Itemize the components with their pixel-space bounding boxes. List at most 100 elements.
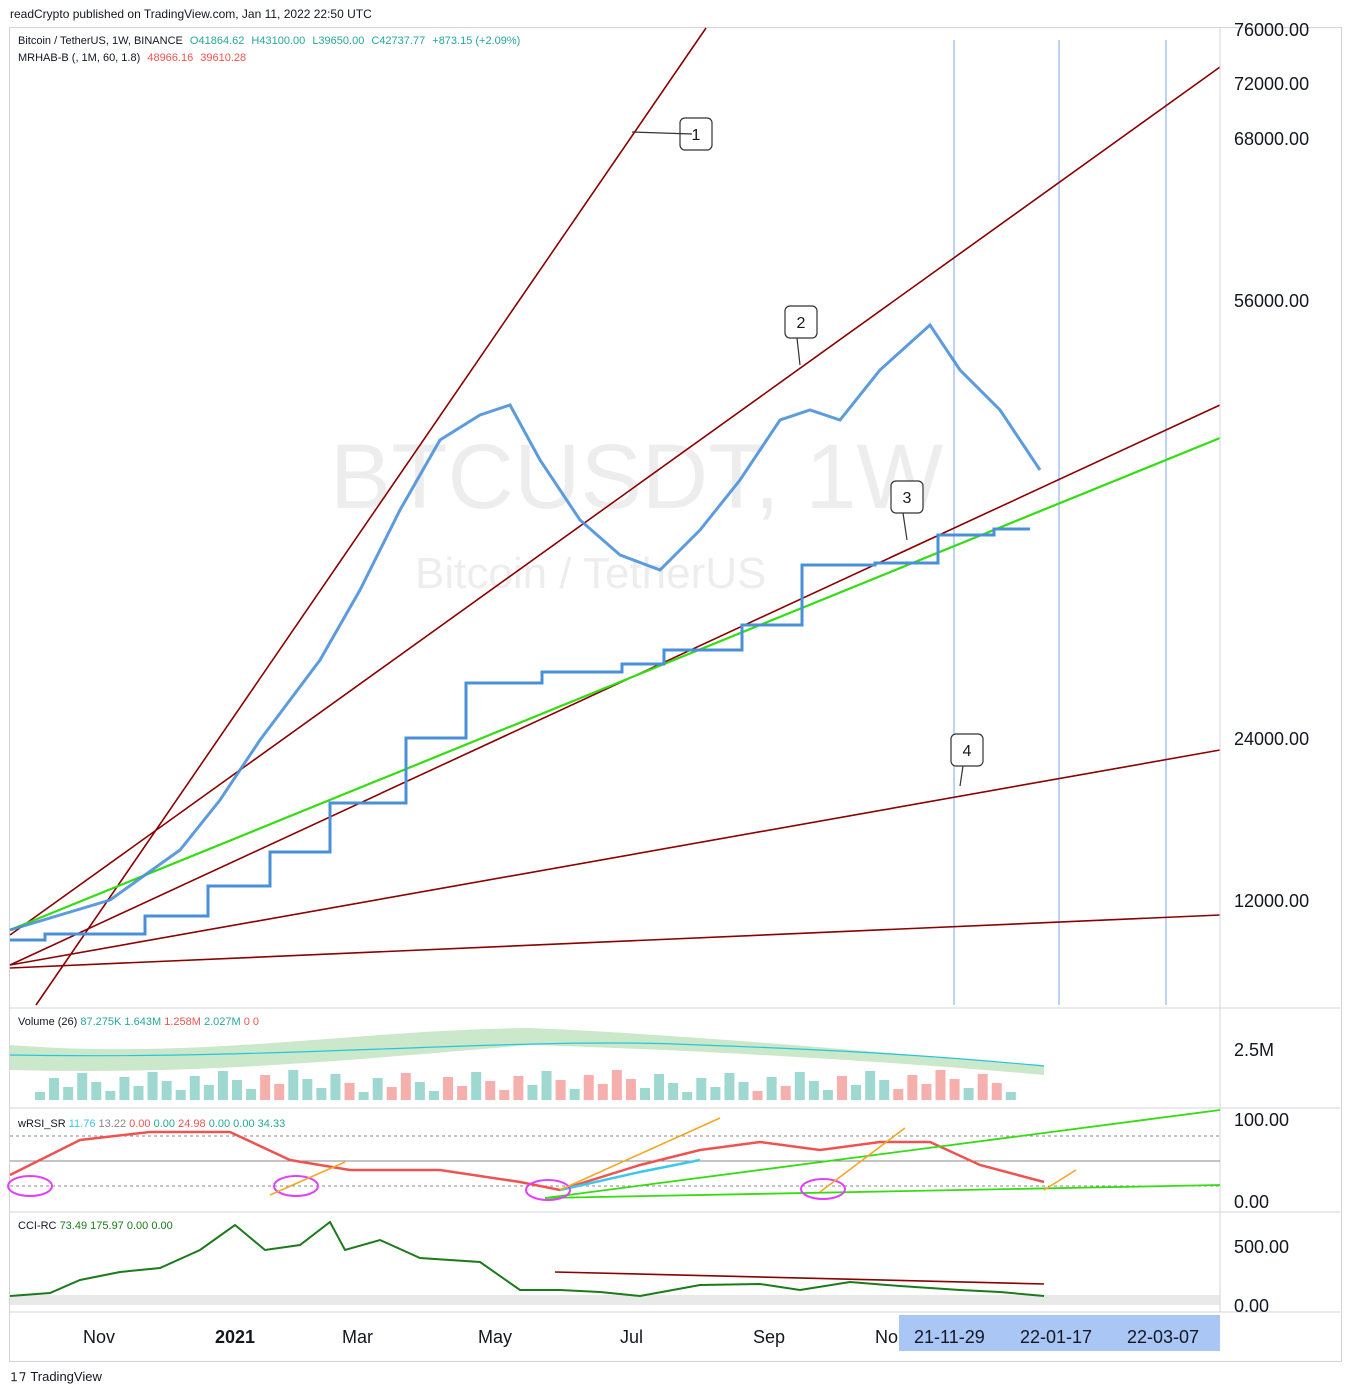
volume-bar: [428, 1091, 439, 1100]
wrsi-axis-label: 100.00: [1234, 1110, 1290, 1130]
volume-bar: [35, 1092, 45, 1100]
tradingview-logo-icon: 𝟷𝟽: [10, 1369, 31, 1384]
callout-label: 4: [963, 743, 972, 760]
time-axis-label: Jul: [620, 1327, 644, 1347]
callout-bubble: 1: [631, 117, 713, 151]
price-axis-label: 68000.00: [1234, 129, 1310, 149]
time-axis-highlight-label: 22-03-07: [1127, 1327, 1200, 1347]
volume-bar: [330, 1074, 341, 1100]
volume-bar: [977, 1074, 988, 1100]
volume-bar: [400, 1073, 411, 1100]
volume-bar: [949, 1079, 960, 1100]
callout-bubble: 2: [784, 305, 818, 366]
trendline-5: [9, 914, 1221, 969]
volume-bar: [991, 1083, 1002, 1100]
volume-legend-v5: 0: [243, 1016, 250, 1028]
volume-bar: [105, 1091, 116, 1100]
footer-brand[interactable]: 𝟷𝟽 TradingView: [10, 1369, 102, 1385]
volume-legend-v1: 87.275K: [80, 1016, 122, 1028]
volume-bar: [344, 1083, 355, 1100]
volume-bar: [63, 1087, 74, 1100]
wrsi-legend-v4: 0.00: [153, 1118, 176, 1130]
volume-bar: [710, 1087, 721, 1100]
wrsi-arrow: [819, 1127, 906, 1193]
volume-bar: [499, 1090, 510, 1100]
volume-bar: [147, 1072, 158, 1100]
volume-bar: [724, 1073, 735, 1100]
volume-bar: [513, 1076, 524, 1100]
wrsi-legend-v2: 13.22: [98, 1118, 127, 1130]
trendline-2: [9, 66, 1221, 936]
price-axis-label: 76000.00: [1234, 20, 1310, 40]
volume-bar: [625, 1079, 636, 1100]
wrsi-highlight-circle: [7, 1175, 53, 1197]
cci-legend-name[interactable]: CCI-RC: [18, 1220, 57, 1232]
ohlc-close: C42737.77: [371, 35, 426, 47]
callout-pointer: [959, 765, 964, 787]
volume-bar: [457, 1086, 468, 1100]
wrsi-legend-v6: 0.00: [208, 1118, 231, 1130]
volume-bar: [414, 1082, 425, 1100]
indicator-value-2: 39610.28: [200, 52, 247, 64]
cci-axis-label: 0.00: [1234, 1296, 1270, 1316]
green-trendline: [9, 436, 1221, 932]
volume-legend-name[interactable]: Volume (26): [18, 1016, 78, 1028]
volume-bar: [963, 1088, 974, 1100]
volume-bar: [316, 1088, 327, 1100]
cci-axis-label: 500.00: [1234, 1237, 1290, 1257]
callout-label: 3: [903, 490, 912, 507]
time-axis-label: No: [875, 1327, 899, 1347]
volume-legend-v4: 2.027M: [203, 1016, 241, 1028]
footer-brand-text: TradingView: [30, 1369, 102, 1384]
volume-bar: [372, 1078, 383, 1100]
volume-bar: [189, 1076, 200, 1100]
volume-bar: [597, 1084, 608, 1100]
volume-bar: [358, 1092, 369, 1100]
cci-zero-band: [10, 1295, 1220, 1305]
watermark-name: Bitcoin / TetherUS: [415, 549, 766, 598]
volume-bar: [541, 1071, 552, 1100]
volume-bar: [203, 1085, 214, 1100]
chart-frame: [9, 27, 1342, 1362]
volume-bar: [386, 1087, 397, 1100]
volume-bar: [668, 1083, 679, 1100]
volume-bar: [583, 1075, 594, 1100]
time-axis-label: May: [478, 1327, 513, 1347]
wrsi-legend-name[interactable]: wRSI_SR: [18, 1118, 66, 1130]
volume-bar: [696, 1078, 707, 1100]
cci-legend: CCI-RC 73.49 175.97 0.00 0.00: [18, 1220, 173, 1232]
volume-bar: [260, 1075, 271, 1100]
volume-bar: [161, 1081, 172, 1100]
indicator-value-1: 48966.16: [147, 52, 194, 64]
volume-bar: [302, 1079, 313, 1100]
volume-bar: [935, 1070, 946, 1100]
volume-legend-v6: 0: [252, 1016, 260, 1028]
price-axis-label: 12000.00: [1234, 891, 1310, 911]
blue-average-line: [9, 322, 1042, 932]
wrsi-legend-v7: 0.00: [233, 1118, 255, 1130]
volume-legend: Volume (26) 87.275K 1.643M 1.258M 2.027M…: [18, 1016, 259, 1028]
ohlc-change: +873.15 (+2.09%): [432, 35, 521, 47]
volume-bar: [471, 1072, 482, 1100]
symbol-title[interactable]: Bitcoin / TetherUS, 1W, BINANCE: [18, 35, 183, 47]
wrsi-arrow: [269, 1161, 346, 1196]
volume-bar: [49, 1078, 60, 1100]
volume-bar: [752, 1091, 763, 1100]
volume-bar: [738, 1082, 749, 1100]
cci-legend-v2: 175.97: [90, 1220, 124, 1232]
volume-legend-v2: 1.643M: [124, 1016, 162, 1028]
volume-ma-band: [10, 1028, 1044, 1075]
wrsi-highlight-circle: [800, 1178, 846, 1200]
wrsi-highlight-circle: [273, 1175, 319, 1197]
cci-line: [9, 1220, 1045, 1298]
ohlc-open: O41864.62: [189, 35, 245, 47]
wrsi-axis-label: 0.00: [1234, 1192, 1270, 1212]
time-axis-label: Mar: [342, 1327, 373, 1347]
indicator-name[interactable]: MRHAB-B (, 1M, 60, 1.8): [18, 52, 141, 64]
wrsi-support-line: [544, 1184, 1221, 1199]
volume-bar: [780, 1086, 791, 1100]
indicator-header: MRHAB-B (, 1M, 60, 1.8) 48966.16 39610.2…: [18, 52, 250, 64]
volume-bar: [893, 1089, 904, 1100]
callout-box: [890, 480, 924, 514]
